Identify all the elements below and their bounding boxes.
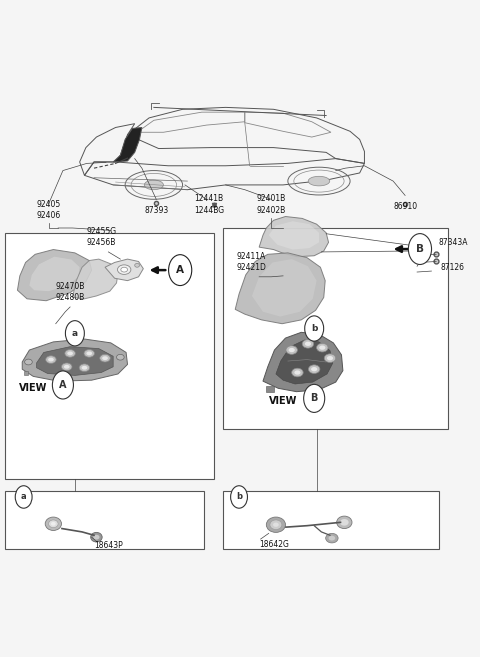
Ellipse shape — [135, 263, 140, 267]
Text: a: a — [21, 493, 26, 501]
Text: 87393: 87393 — [144, 206, 168, 215]
Text: 92470B
92480B: 92470B 92480B — [55, 282, 85, 302]
Polygon shape — [24, 371, 28, 375]
Ellipse shape — [302, 340, 314, 348]
Ellipse shape — [309, 365, 320, 373]
Ellipse shape — [286, 346, 298, 354]
Text: 12441B
1244BG: 12441B 1244BG — [194, 194, 224, 215]
Ellipse shape — [336, 516, 352, 529]
Text: 18642G: 18642G — [259, 540, 289, 549]
Ellipse shape — [15, 486, 32, 509]
Ellipse shape — [65, 350, 75, 357]
Ellipse shape — [79, 364, 90, 372]
Polygon shape — [263, 332, 343, 392]
Ellipse shape — [51, 522, 56, 526]
Polygon shape — [276, 340, 333, 384]
Polygon shape — [105, 259, 144, 281]
Ellipse shape — [305, 342, 311, 346]
Ellipse shape — [67, 351, 73, 355]
Ellipse shape — [317, 344, 328, 352]
Ellipse shape — [168, 255, 192, 286]
Ellipse shape — [82, 366, 87, 370]
FancyBboxPatch shape — [5, 233, 214, 479]
Text: B: B — [311, 394, 318, 403]
Text: 87126: 87126 — [441, 263, 465, 272]
Ellipse shape — [325, 533, 338, 543]
Text: 92411A
92421D: 92411A 92421D — [236, 252, 266, 272]
Polygon shape — [17, 250, 92, 301]
Ellipse shape — [84, 350, 95, 357]
Text: 86910: 86910 — [393, 202, 417, 212]
Polygon shape — [36, 347, 113, 375]
Ellipse shape — [292, 368, 303, 377]
Polygon shape — [259, 217, 328, 257]
Ellipse shape — [270, 520, 282, 530]
Ellipse shape — [304, 384, 324, 413]
Ellipse shape — [311, 367, 317, 371]
Ellipse shape — [52, 371, 73, 399]
Text: A: A — [59, 380, 67, 390]
Ellipse shape — [273, 522, 279, 527]
Ellipse shape — [48, 520, 58, 528]
FancyBboxPatch shape — [223, 228, 448, 429]
Text: 18643P: 18643P — [94, 541, 123, 550]
Ellipse shape — [118, 265, 131, 275]
Ellipse shape — [328, 535, 335, 541]
Ellipse shape — [64, 365, 70, 369]
Text: a: a — [72, 328, 78, 338]
Ellipse shape — [340, 519, 348, 526]
Text: 92455G
92456B: 92455G 92456B — [86, 227, 116, 247]
Ellipse shape — [91, 532, 102, 542]
Text: VIEW: VIEW — [19, 382, 48, 393]
Ellipse shape — [100, 354, 110, 362]
Ellipse shape — [48, 357, 54, 361]
FancyBboxPatch shape — [5, 491, 204, 549]
Ellipse shape — [93, 535, 99, 539]
Ellipse shape — [308, 176, 330, 186]
Polygon shape — [22, 339, 128, 381]
FancyBboxPatch shape — [223, 491, 439, 549]
Text: 87343A: 87343A — [438, 238, 468, 247]
Ellipse shape — [319, 346, 325, 350]
Ellipse shape — [294, 371, 300, 374]
Ellipse shape — [408, 234, 432, 265]
Text: b: b — [236, 493, 242, 501]
Ellipse shape — [324, 354, 336, 363]
Text: b: b — [311, 324, 317, 333]
Polygon shape — [235, 253, 325, 324]
Ellipse shape — [46, 356, 56, 363]
Text: VIEW: VIEW — [269, 396, 298, 407]
Ellipse shape — [121, 267, 128, 272]
Text: B: B — [416, 244, 424, 254]
Text: 92405
92406: 92405 92406 — [36, 200, 60, 220]
Ellipse shape — [327, 356, 333, 360]
Ellipse shape — [61, 363, 72, 371]
Ellipse shape — [117, 354, 124, 360]
Polygon shape — [266, 386, 274, 392]
Ellipse shape — [45, 517, 61, 530]
Polygon shape — [72, 259, 118, 299]
Polygon shape — [269, 221, 319, 250]
Ellipse shape — [65, 321, 84, 346]
Ellipse shape — [86, 351, 92, 355]
Polygon shape — [29, 257, 80, 291]
Ellipse shape — [266, 517, 286, 532]
Text: 92401B
92402B: 92401B 92402B — [256, 194, 286, 215]
Ellipse shape — [288, 348, 295, 352]
Ellipse shape — [24, 359, 32, 365]
Polygon shape — [113, 127, 142, 162]
Ellipse shape — [102, 356, 108, 360]
Ellipse shape — [305, 316, 324, 341]
Polygon shape — [252, 259, 317, 317]
Ellipse shape — [144, 180, 163, 190]
Ellipse shape — [230, 486, 248, 509]
Text: A: A — [176, 265, 184, 275]
